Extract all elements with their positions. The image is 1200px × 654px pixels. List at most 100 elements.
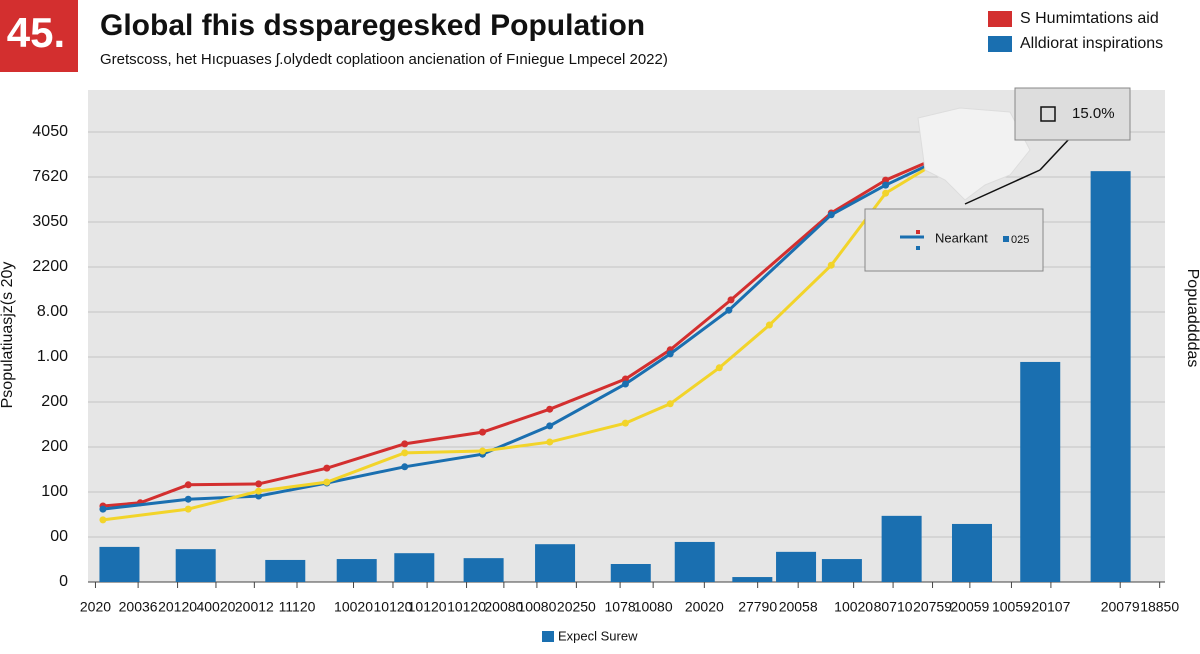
point	[827, 261, 835, 269]
point	[479, 428, 487, 436]
x-tick-label: 10120	[408, 599, 447, 615]
point	[99, 516, 107, 524]
bar	[535, 544, 576, 582]
y-tick-label: 8.00	[37, 303, 68, 320]
bar	[394, 553, 435, 582]
bar	[776, 551, 817, 582]
point	[99, 505, 107, 513]
callout-icon	[1040, 106, 1056, 122]
x-tick-label: 40020	[196, 599, 235, 615]
x-tick-label: 10059	[992, 599, 1031, 615]
point	[666, 400, 674, 408]
x-tick-label: 20107	[1031, 599, 1070, 615]
point	[401, 440, 409, 448]
point	[401, 463, 409, 471]
bar	[265, 559, 306, 582]
x-tick-label: 18850	[1140, 599, 1179, 615]
chart-subtitle: Gretscoss, het Hıcpuases ʃ.olydedt copla…	[100, 51, 668, 68]
point	[184, 505, 192, 513]
point	[255, 480, 263, 488]
bar	[610, 564, 651, 582]
point	[882, 176, 890, 184]
point	[323, 478, 331, 486]
bar	[336, 559, 377, 582]
bar	[732, 577, 773, 582]
legend-label: S Humimtations aid	[1020, 10, 1159, 27]
point	[882, 189, 890, 197]
chart-title: Global fhis dssparegesked Population	[100, 9, 645, 42]
bar	[881, 515, 922, 582]
x-tick-label: 20059	[950, 599, 989, 615]
point	[323, 464, 331, 472]
callout-box	[1014, 87, 1131, 141]
x-tick-label: 2020	[80, 599, 111, 615]
x-tick-label: 20036	[119, 599, 158, 615]
bar	[1020, 361, 1061, 582]
point	[621, 419, 629, 427]
point	[727, 296, 735, 304]
point	[255, 487, 263, 495]
bar	[951, 523, 992, 582]
x-tick-label: 11120	[279, 599, 316, 615]
y-tick-label: 0	[59, 573, 68, 590]
inset-label: Nearkant	[935, 230, 988, 245]
legend-key	[988, 36, 1012, 52]
x-tick-label: 20020	[685, 599, 724, 615]
point	[621, 380, 629, 388]
callout-arrow	[964, 169, 1041, 205]
x-tick-label: 10080	[517, 599, 556, 615]
y-tick-label: 200	[41, 393, 68, 410]
y-tick-label: 100	[41, 483, 68, 500]
marks	[88, 131, 1165, 588]
point	[255, 492, 263, 500]
point	[184, 495, 192, 503]
x-tick-label: 80710	[874, 599, 913, 615]
callout-arrow	[1039, 137, 1071, 171]
legend-label: Alldiorat inspirations	[1020, 35, 1163, 52]
y-tick-label: 200	[41, 438, 68, 455]
bar	[674, 541, 715, 582]
point	[715, 364, 723, 372]
line	[102, 135, 1022, 511]
bar	[463, 558, 504, 582]
x-tick-label: 20250	[557, 599, 596, 615]
x-tick-label: 1078	[605, 599, 636, 615]
point	[546, 438, 554, 446]
y-tick-label: 4050	[32, 123, 68, 140]
x-tick-label: 10080	[634, 599, 673, 615]
point	[765, 321, 773, 329]
inset-value: 025	[1011, 234, 1029, 246]
point	[546, 422, 554, 430]
x-tick-label: 20120	[158, 599, 197, 615]
point	[666, 350, 674, 358]
bar	[1090, 171, 1131, 582]
inset-box	[864, 208, 1044, 272]
bar	[99, 546, 140, 582]
x-tick-label: 20080	[484, 599, 523, 615]
bar	[821, 559, 862, 582]
map-shape	[917, 107, 1031, 201]
x-tick-label: 20079	[1101, 599, 1140, 615]
inset-key	[916, 230, 920, 234]
x-tick-label: 20012	[235, 599, 274, 615]
y-tick-label: 7620	[32, 168, 68, 185]
point	[546, 405, 554, 413]
inset-key	[1003, 236, 1009, 242]
x-tick-label: 10120	[374, 599, 413, 615]
x-tick-label: 10120	[447, 599, 486, 615]
point	[479, 447, 487, 455]
x-tick-label: 10020	[334, 599, 373, 615]
callout-text: 15.0%	[1072, 105, 1115, 122]
point	[827, 211, 835, 219]
y-axis-label: Psopulatiuasjz(s 20y	[0, 262, 16, 409]
y2-axis-label: Popuaddddas	[1184, 269, 1200, 368]
y-tick-label: 00	[50, 528, 68, 545]
map-inset: 15.0% Nearkant 025	[864, 87, 1131, 272]
point	[621, 375, 629, 383]
bar	[175, 549, 216, 582]
point	[184, 481, 192, 489]
x-tick-label: 10020	[834, 599, 873, 615]
y-tick-label: 3050	[32, 213, 68, 230]
